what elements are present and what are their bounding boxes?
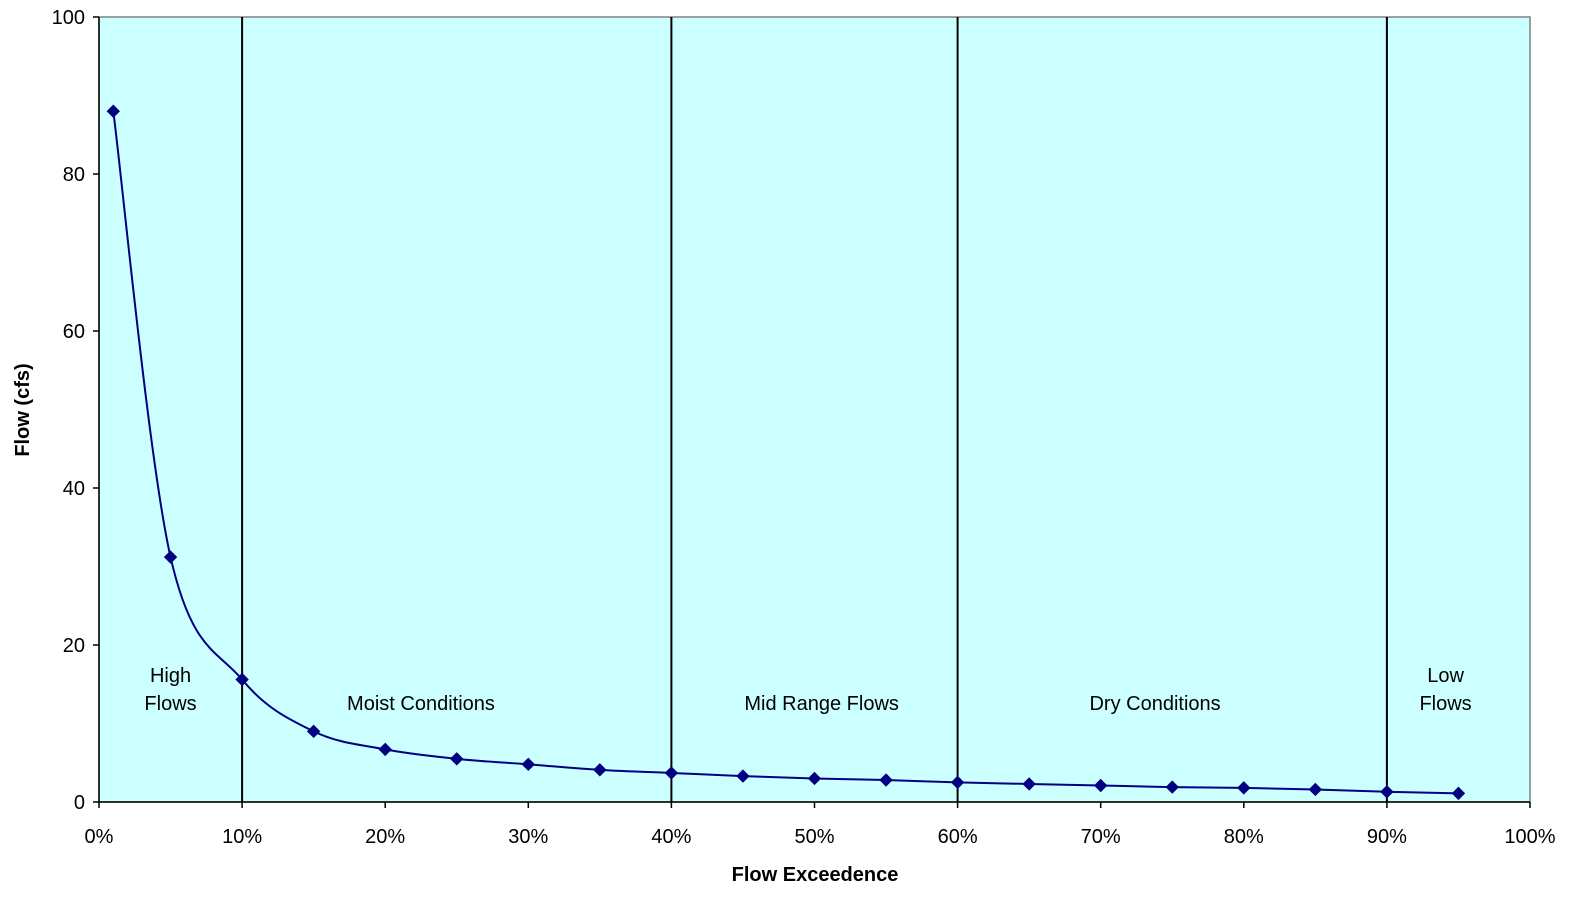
x-tick-label-7: 70% (1081, 826, 1121, 848)
data-point-15 (1165, 780, 1179, 794)
data-point-11 (879, 773, 893, 787)
data-point-9 (736, 769, 750, 783)
data-point-16 (1237, 781, 1251, 795)
data-point-12 (950, 775, 965, 790)
x-tick-label-0: 0% (85, 826, 114, 848)
y-tick-label-1: 20 (63, 635, 85, 657)
data-point-8 (664, 766, 679, 780)
data-point-0 (106, 104, 121, 118)
data-point-4 (378, 742, 392, 757)
x-tick-label-2: 20% (365, 826, 405, 848)
x-tick-label-9: 90% (1367, 826, 1407, 848)
data-point-18 (1380, 785, 1394, 799)
region-label-0-line-1: Flows (144, 693, 196, 715)
x-tick-label-1: 10% (222, 826, 262, 848)
data-point-5 (450, 752, 464, 766)
x-axis-title: Flow Exceedence (732, 864, 899, 886)
y-tick-label-3: 60 (63, 321, 85, 343)
data-point-7 (593, 763, 607, 777)
data-point-3 (306, 724, 321, 739)
y-tick-label-5: 100 (52, 7, 85, 29)
data-point-19 (1451, 786, 1466, 801)
x-tick-label-10: 100% (1504, 826, 1555, 848)
region-label-4-line-0: Low (1427, 665, 1464, 687)
data-point-14 (1093, 778, 1108, 793)
region-label-4-line-1: Flows (1419, 693, 1471, 715)
region-label-3: Dry Conditions (1089, 693, 1220, 715)
y-tick-label-2: 40 (63, 478, 85, 500)
y-tick-label-4: 80 (63, 164, 85, 186)
data-point-2 (235, 672, 249, 687)
data-point-10 (807, 771, 822, 786)
x-tick-label-5: 50% (794, 826, 834, 848)
data-point-1 (163, 550, 178, 564)
x-tick-label-8: 80% (1224, 826, 1264, 848)
region-label-2: Mid Range Flows (744, 693, 899, 715)
y-axis-title: Flow (cfs) (12, 363, 34, 456)
data-point-13 (1022, 777, 1036, 791)
x-tick-label-6: 60% (938, 826, 978, 848)
data-point-6 (521, 757, 536, 772)
y-tick-label-0: 0 (74, 792, 85, 814)
region-label-1: Moist Conditions (347, 693, 495, 715)
data-point-17 (1308, 782, 1323, 797)
region-label-0-line-0: High (150, 665, 191, 687)
x-tick-label-3: 30% (508, 826, 548, 848)
x-tick-label-4: 40% (651, 826, 691, 848)
plot-area (98, 16, 1531, 803)
